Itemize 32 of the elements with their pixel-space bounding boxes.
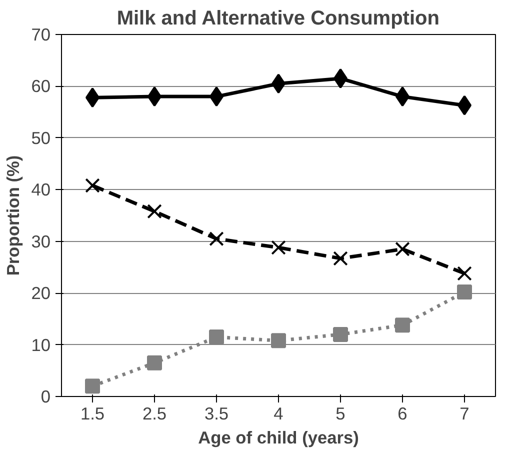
x-axis-title: Age of child (years) bbox=[198, 428, 359, 448]
point bbox=[85, 378, 100, 394]
y-tick-label: 60 bbox=[31, 76, 51, 96]
y-tick-label: 30 bbox=[31, 231, 51, 252]
y-tick-label: 20 bbox=[31, 283, 51, 304]
point bbox=[147, 204, 162, 219]
x-tick-label: 3.5 bbox=[204, 404, 229, 424]
point bbox=[395, 318, 410, 333]
point bbox=[333, 251, 348, 266]
y-tick-label: 10 bbox=[31, 334, 51, 355]
point bbox=[271, 240, 286, 255]
point bbox=[333, 326, 348, 342]
y-tick-label: 0 bbox=[40, 386, 51, 406]
point bbox=[457, 266, 472, 281]
x-tick-label: 5 bbox=[336, 404, 346, 424]
y-tick-label: 70 bbox=[31, 24, 51, 44]
point bbox=[85, 178, 100, 193]
point bbox=[457, 284, 472, 300]
x-tick-label: 1.5 bbox=[80, 404, 105, 424]
y-tick-label: 50 bbox=[31, 128, 51, 148]
x-tick-label: 6 bbox=[398, 404, 408, 424]
point bbox=[209, 330, 224, 345]
point bbox=[395, 242, 410, 256]
chart-title: Milk and Alternative Consumption bbox=[116, 8, 440, 30]
x-tick-label: 2.5 bbox=[142, 404, 167, 424]
x-tick-label: 7 bbox=[460, 404, 470, 424]
x-tick-label: 4 bbox=[274, 404, 284, 424]
point bbox=[209, 231, 224, 246]
y-tick-label: 40 bbox=[31, 180, 51, 200]
point bbox=[271, 333, 286, 348]
point bbox=[147, 355, 162, 370]
y-axis-title: Proportion (%) bbox=[3, 155, 24, 276]
